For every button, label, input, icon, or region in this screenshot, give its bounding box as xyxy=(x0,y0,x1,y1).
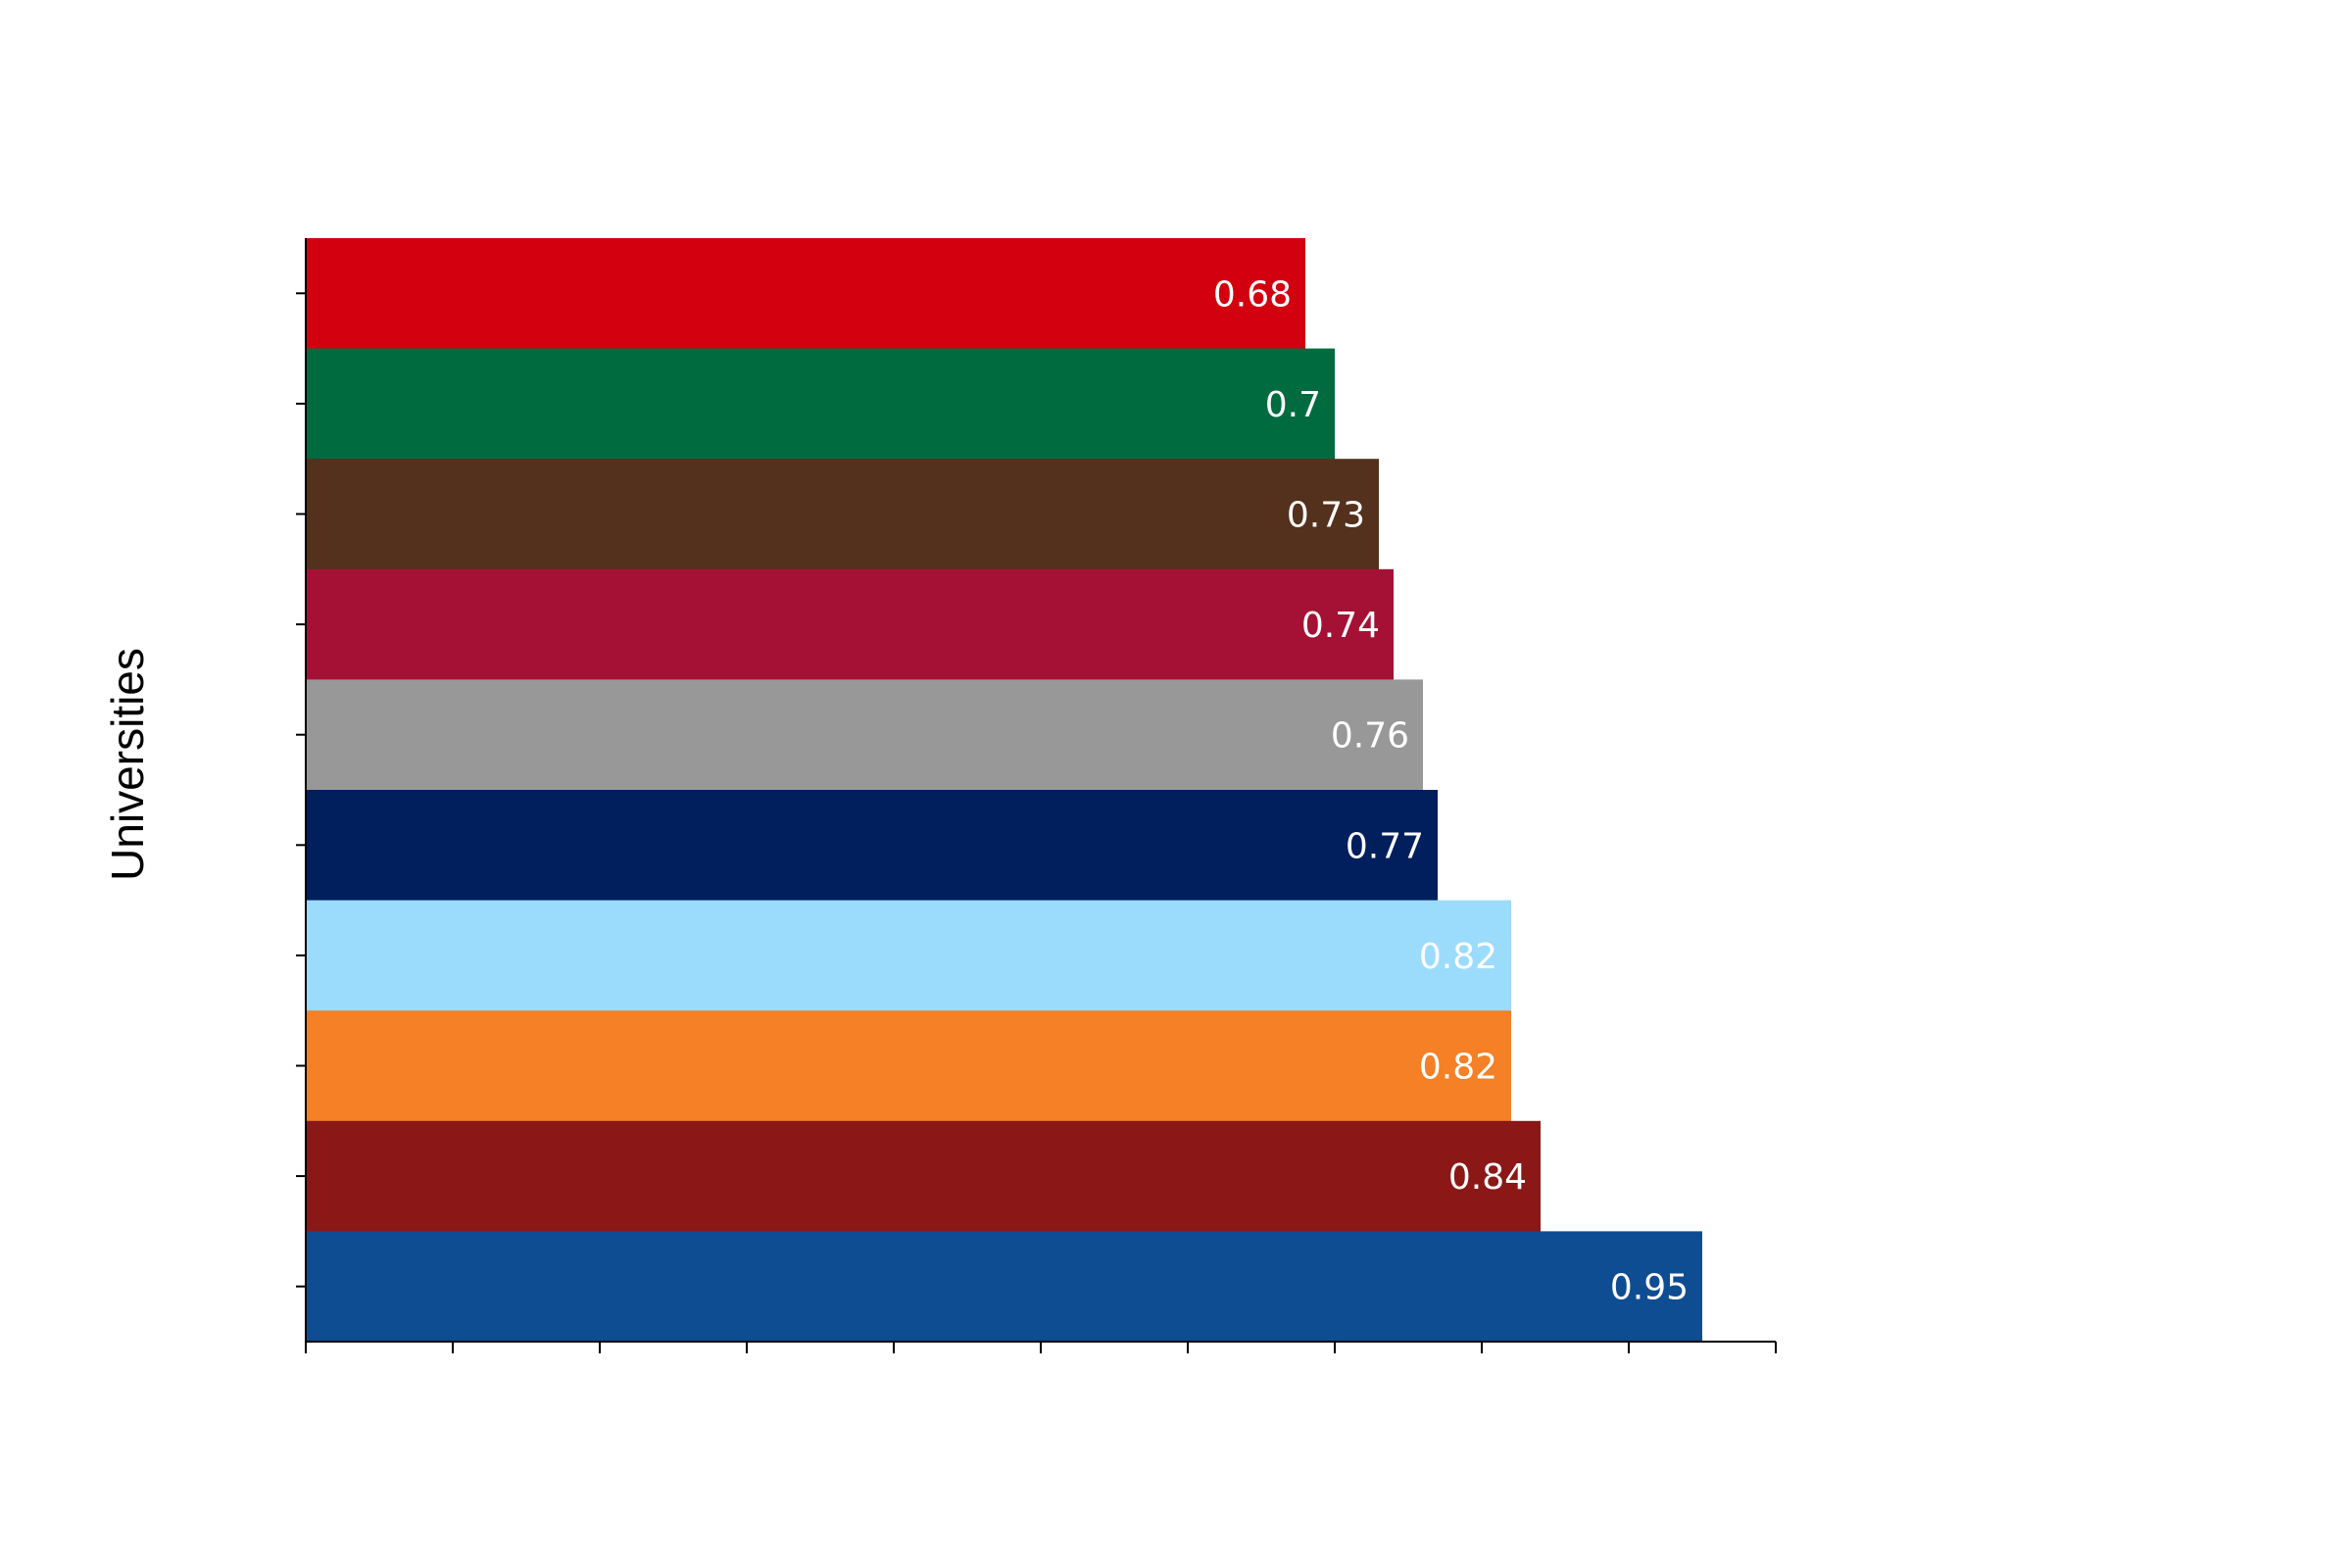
bar-0 xyxy=(306,238,1305,350)
bar-2 xyxy=(306,459,1379,570)
bar-6 xyxy=(306,900,1511,1011)
bar-3 xyxy=(306,568,1394,680)
bar-value-label-7: 0.82 xyxy=(1419,1048,1497,1088)
y-axis-label: Universities xyxy=(102,648,153,881)
bar-value-label-6: 0.82 xyxy=(1419,937,1497,977)
bar-4 xyxy=(306,679,1423,791)
bar-9 xyxy=(306,1231,1702,1343)
bar-value-label-8: 0.84 xyxy=(1448,1157,1527,1198)
bar-value-label-3: 0.74 xyxy=(1301,606,1380,646)
bar-value-label-4: 0.76 xyxy=(1331,716,1409,757)
bar-value-label-0: 0.68 xyxy=(1213,274,1292,315)
bar-7 xyxy=(306,1010,1511,1122)
bar-value-label-2: 0.73 xyxy=(1287,496,1365,536)
bar-5 xyxy=(306,790,1438,902)
y-axis-ticks xyxy=(296,292,306,1288)
x-axis-ticks xyxy=(305,1342,1777,1353)
bar-value-labels: 0.68 0.7 0.73 0.74 0.76 0.77 0.82 0.82 0.84 0.95 xyxy=(1213,274,1689,1307)
bar-value-label-9: 0.95 xyxy=(1610,1268,1689,1308)
bar-8 xyxy=(306,1120,1541,1232)
bar-1 xyxy=(306,348,1335,460)
bar-value-label-1: 0.7 xyxy=(1265,385,1321,425)
bars-layer xyxy=(306,238,1702,1343)
bar-value-label-5: 0.77 xyxy=(1346,826,1424,866)
